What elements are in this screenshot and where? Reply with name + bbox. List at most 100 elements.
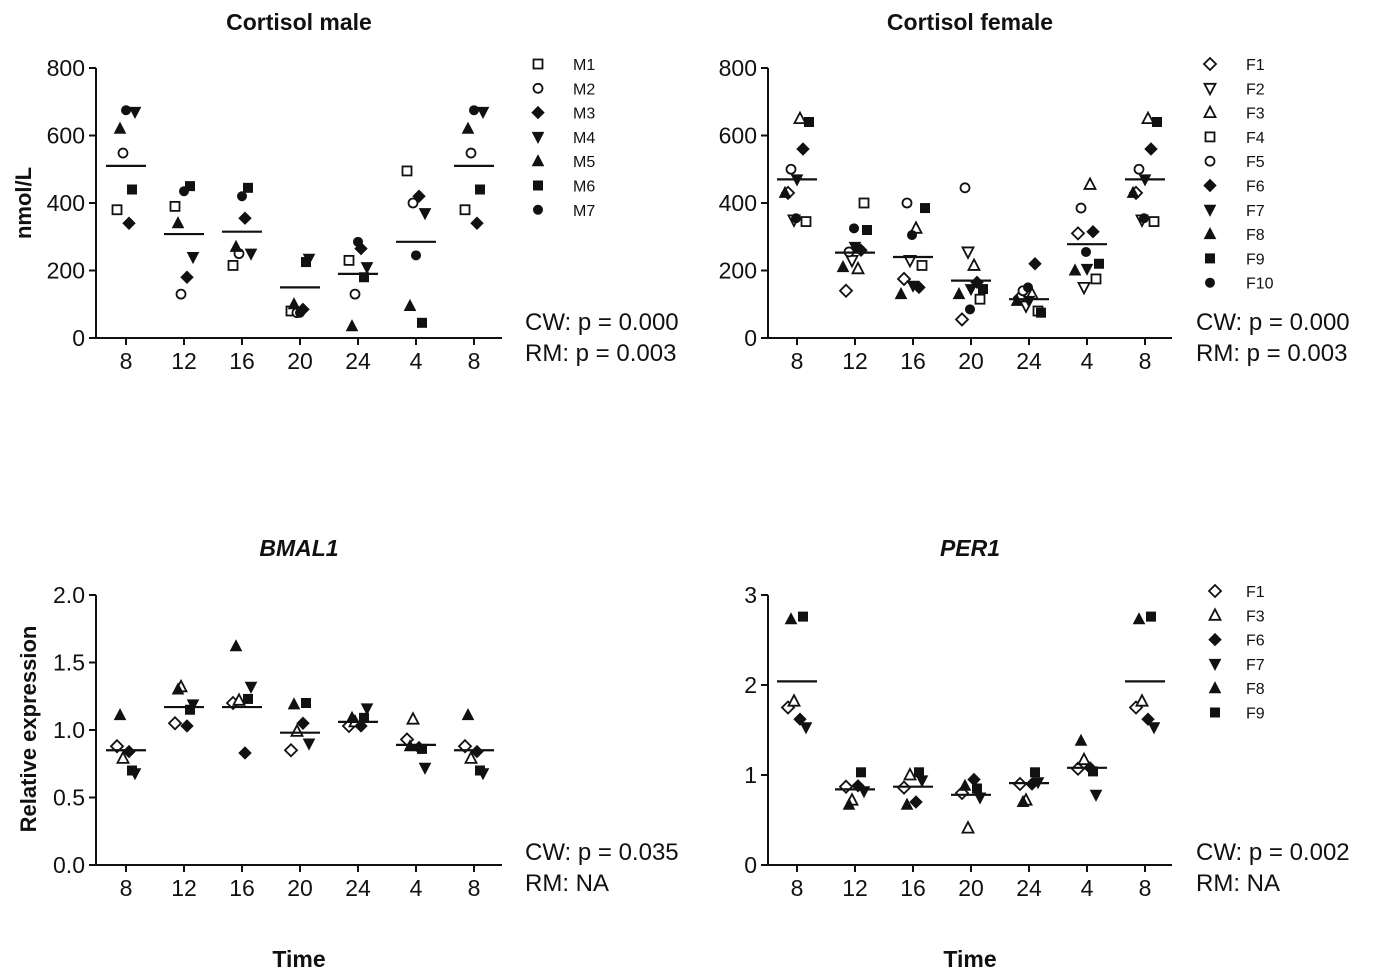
data-point bbox=[894, 287, 908, 300]
data-point bbox=[1126, 185, 1140, 198]
data-point bbox=[964, 284, 978, 297]
data-point bbox=[901, 197, 913, 209]
data-point bbox=[345, 319, 359, 332]
x-tick-label: 12 bbox=[842, 348, 868, 374]
data-point bbox=[959, 182, 971, 194]
legend-label: F7 bbox=[1246, 657, 1265, 674]
data-point bbox=[180, 270, 194, 284]
legend-marker bbox=[532, 58, 544, 70]
data-point bbox=[952, 287, 966, 300]
x-axis-label: Time bbox=[272, 946, 325, 972]
data-point bbox=[842, 797, 856, 810]
panel-title: PER1 bbox=[940, 535, 1000, 561]
data-point bbox=[469, 105, 479, 116]
data-points bbox=[111, 105, 490, 332]
y-tick-label: 1.0 bbox=[53, 717, 85, 743]
data-point bbox=[838, 779, 854, 794]
mean-lines bbox=[777, 680, 1165, 796]
data-point bbox=[465, 147, 477, 159]
axes: 0 200 400 600 800 8 12 16 20 24 4 8 bbox=[47, 55, 502, 374]
legend: M1 M2 M3 M4 M5 M6 M7 bbox=[531, 57, 595, 220]
data-point bbox=[186, 252, 200, 265]
y-tick-label: 600 bbox=[719, 123, 757, 149]
y-tick-label: 200 bbox=[47, 258, 85, 284]
data-point bbox=[1141, 712, 1155, 726]
data-point bbox=[965, 304, 975, 315]
data-point bbox=[1036, 307, 1046, 318]
data-point bbox=[954, 312, 970, 327]
data-point bbox=[296, 716, 310, 730]
data-points bbox=[778, 110, 1162, 327]
y-tick-label: 800 bbox=[47, 55, 85, 81]
mean-lines bbox=[106, 705, 494, 752]
data-point bbox=[916, 260, 928, 271]
stat-cw: CW: p = 0.035 bbox=[525, 839, 679, 866]
data-point bbox=[343, 254, 355, 266]
data-point bbox=[180, 719, 194, 733]
data-point bbox=[848, 241, 862, 254]
x-tick-label: 4 bbox=[1081, 875, 1094, 901]
x-tick-label: 8 bbox=[791, 348, 804, 374]
data-point bbox=[787, 693, 801, 707]
legend-marker bbox=[1202, 56, 1218, 72]
legend-marker bbox=[533, 180, 543, 191]
legend-label: F9 bbox=[1246, 251, 1265, 268]
panel-bmal1: BMAL1 Relative expression 0.0 0.5 1.0 1.5 2.… bbox=[16, 535, 679, 972]
data-point bbox=[1077, 751, 1091, 766]
data-point bbox=[237, 191, 247, 202]
data-point bbox=[784, 612, 798, 625]
data-point bbox=[1141, 110, 1155, 125]
y-tick-label: 3 bbox=[744, 582, 757, 608]
data-point bbox=[418, 762, 432, 775]
legend-label: M4 bbox=[573, 130, 595, 147]
x-tick-label: 20 bbox=[287, 348, 313, 374]
legend-marker bbox=[1203, 178, 1217, 193]
data-point bbox=[459, 204, 471, 216]
legend-label: F1 bbox=[1246, 57, 1265, 74]
x-tick-label: 20 bbox=[958, 348, 984, 374]
data-point bbox=[360, 703, 374, 716]
data-point bbox=[961, 246, 975, 260]
x-tick-label: 12 bbox=[842, 875, 868, 901]
legend-marker bbox=[1205, 253, 1215, 264]
legend-marker bbox=[1203, 227, 1217, 240]
data-point bbox=[920, 203, 930, 214]
data-point bbox=[470, 216, 484, 230]
data-point bbox=[793, 110, 807, 125]
x-tick-label: 4 bbox=[410, 348, 423, 374]
data-point bbox=[856, 767, 866, 778]
legend-label: F9 bbox=[1246, 706, 1265, 723]
y-tick-label: 400 bbox=[719, 190, 757, 216]
data-point bbox=[903, 254, 917, 269]
data-point bbox=[229, 239, 243, 252]
data-point bbox=[359, 272, 369, 283]
legend-label: F6 bbox=[1246, 179, 1265, 196]
data-point bbox=[791, 213, 801, 224]
data-point bbox=[1030, 767, 1040, 778]
data-point bbox=[407, 197, 419, 209]
legend-marker bbox=[531, 105, 545, 120]
legend-label: M3 bbox=[573, 106, 595, 123]
data-point bbox=[958, 778, 972, 791]
data-point bbox=[1090, 273, 1102, 285]
legend-label: F8 bbox=[1246, 227, 1265, 244]
data-point bbox=[227, 260, 239, 271]
data-point bbox=[1135, 693, 1149, 707]
data-point bbox=[849, 223, 859, 234]
data-point bbox=[461, 708, 475, 721]
stat-cw: CW: p = 0.000 bbox=[525, 309, 679, 336]
data-point bbox=[1080, 263, 1094, 276]
data-point bbox=[1144, 142, 1158, 156]
legend-marker bbox=[1208, 632, 1222, 647]
data-point bbox=[798, 611, 808, 622]
data-point bbox=[295, 307, 305, 318]
data-point bbox=[360, 262, 374, 275]
legend-marker bbox=[1208, 658, 1222, 671]
data-point bbox=[1075, 202, 1087, 214]
y-tick-label: 1 bbox=[744, 762, 757, 788]
y-axis-label: nmol/L bbox=[11, 167, 36, 239]
legend-marker bbox=[1204, 155, 1216, 167]
y-tick-label: 0 bbox=[744, 325, 757, 351]
y-tick-label: 800 bbox=[719, 55, 757, 81]
x-tick-label: 4 bbox=[1081, 348, 1094, 374]
